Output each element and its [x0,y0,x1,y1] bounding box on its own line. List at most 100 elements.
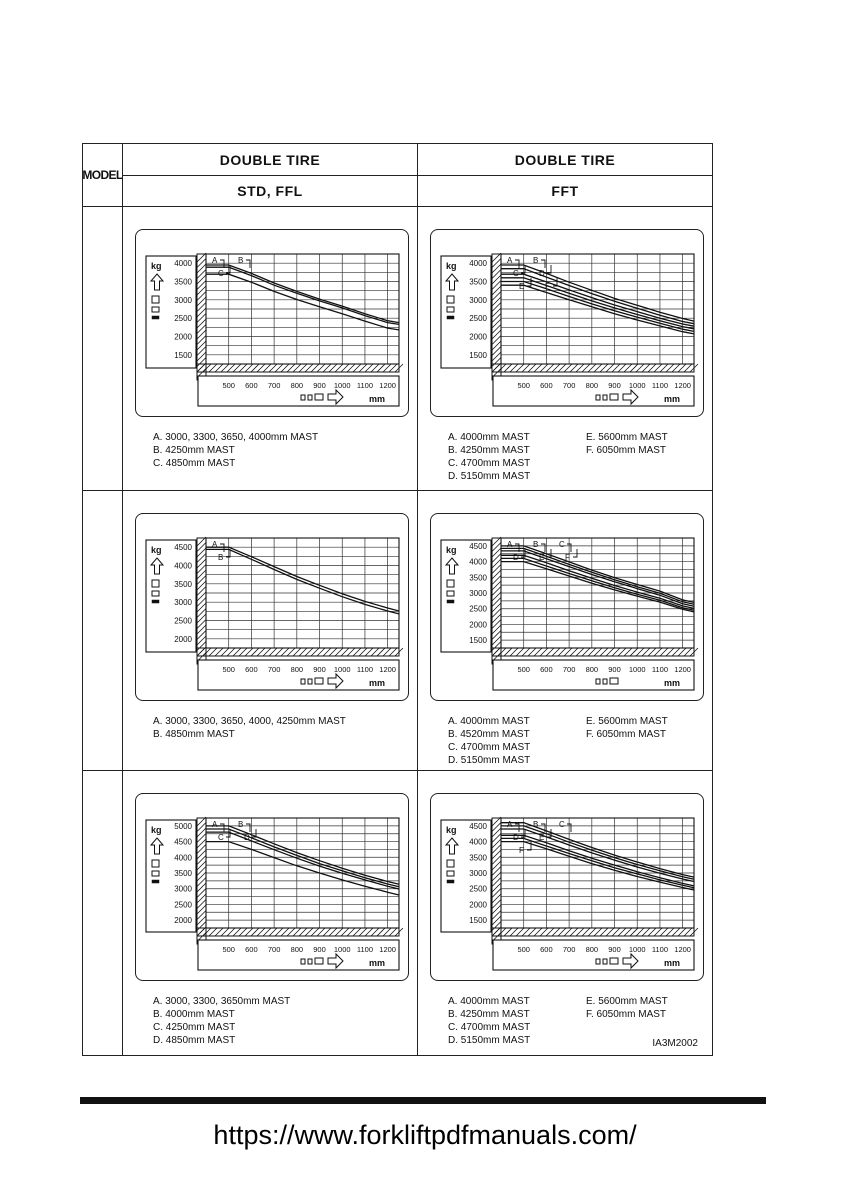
capacity-table: MODEL DOUBLE TIRE DOUBLE TIRE STD, FFL F… [82,143,713,1056]
legend-item: B. 4520mm MAST [448,729,530,740]
legend-item: C. 4700mm MAST [448,742,531,753]
svg-text:F: F [519,846,524,855]
svg-text:C: C [218,269,224,278]
y-axis-box: kg 4000 3500 3000 2500 2000 1500 [440,255,492,369]
hatched-wall [196,816,207,945]
load-up-arrow-icon [444,557,460,575]
svg-text:mm: mm [664,394,680,404]
load-stack-icon [446,859,455,884]
footer-url-link[interactable]: https://www.forkliftpdfmanuals.com/ [213,1120,637,1150]
capacity-chart: A B C D E Fkg 4000 3500 3000 2500 2000 1500 500 600 70… [440,252,699,407]
svg-text:1000: 1000 [334,945,351,954]
legend-item: E. 5600mm MAST [586,716,668,727]
load-center-arrow-icon [595,952,639,970]
svg-text:2500: 2500 [174,617,192,626]
svg-text:4000: 4000 [174,259,192,268]
svg-text:500: 500 [517,945,530,954]
capacity-curve-B [206,266,400,326]
load-up-arrow-icon [444,273,460,291]
load-stack-icon [446,579,455,604]
capacity-curve-A [206,825,400,885]
load-up-arrow-icon [444,837,460,855]
capacity-curve-C [206,831,400,890]
column-header-variant-right: FFT [418,176,712,207]
svg-text:700: 700 [563,381,576,390]
svg-text:E: E [539,833,544,842]
capacity-chart: A B Ckg 4000 3500 3000 2500 2000 1500 500 600 700 80… [145,252,404,407]
model-cell-row1 [83,207,123,491]
hatched-wall [491,536,502,665]
svg-text:700: 700 [268,665,281,674]
capacity-curve-D [501,834,695,887]
svg-text:B: B [238,256,243,265]
capacity-curve-C [501,273,695,327]
x-axis-box: 500 600 700 800 900 1000 1100 1200 mm [197,659,400,691]
legend-item: A. 4000mm MAST [448,996,530,1007]
capacity-curve-C [206,273,400,331]
svg-text:3500: 3500 [469,573,487,582]
x-axis-box: 500 600 700 800 900 1000 1100 1200 mm [197,939,400,971]
svg-text:mm: mm [369,958,385,968]
svg-text:2500: 2500 [174,900,192,909]
svg-text:3500: 3500 [469,278,487,287]
svg-text:900: 900 [608,381,621,390]
svg-text:3000: 3000 [469,296,487,305]
legend-item: B. 4250mm MAST [448,445,530,456]
load-up-arrow-icon [149,837,165,855]
svg-text:900: 900 [313,665,326,674]
capacity-curve-A [501,545,695,604]
svg-text:600: 600 [245,381,258,390]
svg-text:1100: 1100 [652,381,668,390]
svg-text:4000: 4000 [469,558,487,567]
legend-item: E. 5600mm MAST [586,432,668,443]
svg-text:600: 600 [540,945,553,954]
load-stack-icon [151,859,160,884]
hatched-floor [196,647,404,657]
hatched-floor [196,927,404,937]
load-stack-icon [446,295,455,320]
svg-text:900: 900 [608,945,621,954]
svg-text:800: 800 [586,381,599,390]
capacity-curve-A [206,264,400,324]
legend-item: F. 6050mm MAST [586,445,667,456]
svg-text:3500: 3500 [174,869,192,878]
svg-text:F: F [545,282,550,291]
legend-item: C. 4700mm MAST [448,458,531,469]
legend-item: B. 4250mm MAST [448,1009,530,1020]
capacity-curve-D [501,554,695,610]
capacity-curve-D [206,840,400,896]
hatched-wall [196,536,207,665]
svg-text:3500: 3500 [174,580,192,589]
svg-text:1200: 1200 [379,665,396,674]
svg-text:500: 500 [517,381,530,390]
svg-text:4000: 4000 [174,853,192,862]
svg-text:E: E [519,282,524,291]
svg-text:1500: 1500 [469,916,487,925]
capacity-curve-E [501,837,695,889]
svg-text:A: A [212,820,218,829]
legend-item: D. 5150mm MAST [448,471,531,482]
legend-item: B. 4250mm MAST [153,445,235,456]
svg-text:700: 700 [563,665,576,674]
svg-text:2000: 2000 [469,333,487,342]
svg-text:500: 500 [222,945,235,954]
svg-text:D: D [513,833,519,842]
svg-text:5000: 5000 [174,822,192,831]
svg-text:E: E [539,553,544,562]
svg-text:4500: 4500 [469,542,487,551]
svg-text:C: C [513,269,519,278]
load-center-arrow-icon [595,388,639,406]
svg-text:600: 600 [245,945,258,954]
svg-text:1500: 1500 [469,636,487,645]
svg-text:4000: 4000 [174,562,192,571]
svg-text:900: 900 [608,665,621,674]
svg-text:800: 800 [291,381,304,390]
legend-item: D. 5150mm MAST [448,755,531,766]
capacity-curve-F [501,560,695,613]
hatched-wall [196,252,207,381]
x-axis-box: 500 600 700 800 900 1000 1100 1200 mm [492,939,695,971]
svg-text:mm: mm [369,678,385,688]
